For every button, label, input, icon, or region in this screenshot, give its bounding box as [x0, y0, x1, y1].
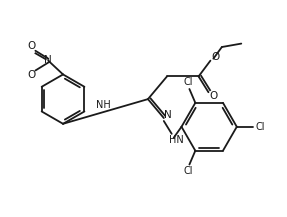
Text: O: O: [211, 52, 220, 62]
Text: Cl: Cl: [256, 122, 265, 132]
Text: N: N: [44, 55, 52, 65]
Text: O: O: [27, 71, 36, 81]
Text: O: O: [27, 41, 36, 51]
Text: N: N: [164, 110, 172, 120]
Text: O: O: [209, 91, 218, 101]
Text: HN: HN: [169, 135, 184, 145]
Text: Cl: Cl: [184, 77, 193, 87]
Text: NH: NH: [96, 100, 111, 110]
Text: Cl: Cl: [184, 166, 193, 176]
